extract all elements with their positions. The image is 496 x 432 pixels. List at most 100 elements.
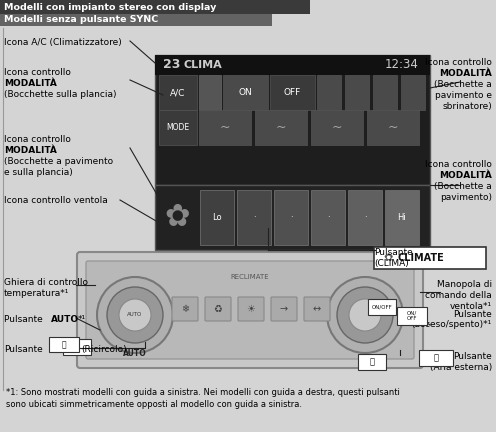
Text: (CLIMA): (CLIMA) [374,259,409,268]
Bar [311,190,345,245]
Bar [317,75,341,110]
FancyBboxPatch shape [86,261,414,359]
Text: MODALITÀ: MODALITÀ [439,69,492,78]
Text: 12:34: 12:34 [385,58,419,72]
Text: Icona controllo: Icona controllo [425,160,492,169]
Text: Hi: Hi [398,213,406,222]
Text: 🚗: 🚗 [74,343,79,352]
FancyBboxPatch shape [368,299,396,315]
Text: →: → [280,304,288,314]
Bar [155,185,430,250]
Text: comando della: comando della [425,291,492,300]
FancyBboxPatch shape [172,297,198,321]
Bar [367,110,419,145]
Bar [274,190,308,245]
Text: Icona controllo ventola: Icona controllo ventola [4,196,108,205]
Text: CLIMATE: CLIMATE [397,253,444,263]
FancyBboxPatch shape [358,354,386,370]
FancyBboxPatch shape [304,297,330,321]
Text: RECLIMATE: RECLIMATE [231,274,269,280]
Text: (Bocchette a: (Bocchette a [434,182,492,191]
Text: ~: ~ [388,121,398,134]
FancyBboxPatch shape [77,252,423,368]
Text: Pulsante: Pulsante [374,248,413,257]
Text: Ghiera di controllo: Ghiera di controllo [4,278,88,287]
FancyBboxPatch shape [397,307,427,325]
FancyBboxPatch shape [374,247,486,269]
Bar [159,110,197,145]
Bar [155,55,430,185]
Circle shape [337,287,393,343]
Text: 🚗: 🚗 [62,340,66,349]
Text: *1: Sono mostrati modelli con guida a sinistra. Nei modelli con guida a destra, : *1: Sono mostrati modelli con guida a si… [6,388,400,409]
Bar [311,110,363,145]
Text: CLIMA: CLIMA [183,60,222,70]
Text: ~: ~ [276,121,286,134]
Bar [0,0,310,14]
Text: (acceso/spento)*¹: (acceso/spento)*¹ [412,320,492,329]
Text: Icona controllo: Icona controllo [425,58,492,67]
Circle shape [119,299,151,331]
Text: pavimento): pavimento) [440,193,492,202]
Bar [373,75,397,110]
Text: ON/OFF: ON/OFF [372,305,392,309]
Bar [200,190,234,245]
Bar [270,75,315,110]
Text: ~: ~ [332,121,342,134]
FancyBboxPatch shape [238,297,264,321]
Text: Modelli con impianto stereo con display: Modelli con impianto stereo con display [4,3,216,12]
Circle shape [327,277,403,353]
Text: Pulsante: Pulsante [4,345,43,354]
Text: ventola*¹: ventola*¹ [450,302,492,311]
Bar [348,190,382,245]
Text: AUTO: AUTO [51,315,79,324]
Text: Icona A/C (Climatizzatore): Icona A/C (Climatizzatore) [4,38,122,47]
Text: *¹: *¹ [78,315,86,324]
Bar [0,14,272,26]
Bar [155,55,430,75]
Text: ☀: ☀ [247,304,255,314]
Text: Lo: Lo [212,213,222,222]
Text: Icona controllo: Icona controllo [4,68,71,77]
FancyBboxPatch shape [271,297,297,321]
Circle shape [97,277,173,353]
FancyBboxPatch shape [205,297,231,321]
Bar [199,110,251,145]
Text: ·: · [364,213,367,222]
FancyBboxPatch shape [49,337,79,352]
Bar [159,75,197,110]
Text: ON: ON [238,88,252,97]
Bar [385,190,419,245]
Text: Pulsante: Pulsante [4,315,46,324]
Text: ↔: ↔ [313,304,321,314]
Text: sbrinatore): sbrinatore) [442,102,492,111]
Text: Icona controllo: Icona controllo [4,135,71,144]
Text: ·: · [327,213,329,222]
Text: e sulla plancia): e sulla plancia) [4,168,73,177]
Bar [345,75,369,110]
Text: Pulsante: Pulsante [453,352,492,361]
Text: ·: · [290,213,292,222]
Text: MODE: MODE [167,123,189,132]
Text: MODALITÀ: MODALITÀ [4,146,57,155]
Text: ·: · [252,213,255,222]
Text: AUTO: AUTO [123,349,147,358]
Text: Modelli senza pulsante SYNC: Modelli senza pulsante SYNC [4,16,158,25]
Text: 🚗: 🚗 [434,353,438,362]
Text: 🚗: 🚗 [370,358,374,366]
Circle shape [107,287,163,343]
Text: pavimento e: pavimento e [435,91,492,100]
Bar [237,190,271,245]
Text: (Ricircolo): (Ricircolo) [81,345,126,354]
Circle shape [349,299,381,331]
FancyBboxPatch shape [63,339,91,355]
Text: ❄: ❄ [181,304,189,314]
Bar [255,110,307,145]
Text: MODALITÀ: MODALITÀ [439,171,492,180]
Text: AUTO: AUTO [127,312,143,318]
Text: ✿: ✿ [383,253,392,263]
Bar [199,75,221,110]
Text: 23: 23 [163,58,181,72]
Text: ON/
OFF: ON/ OFF [407,311,417,321]
Text: (Aria esterna): (Aria esterna) [430,363,492,372]
